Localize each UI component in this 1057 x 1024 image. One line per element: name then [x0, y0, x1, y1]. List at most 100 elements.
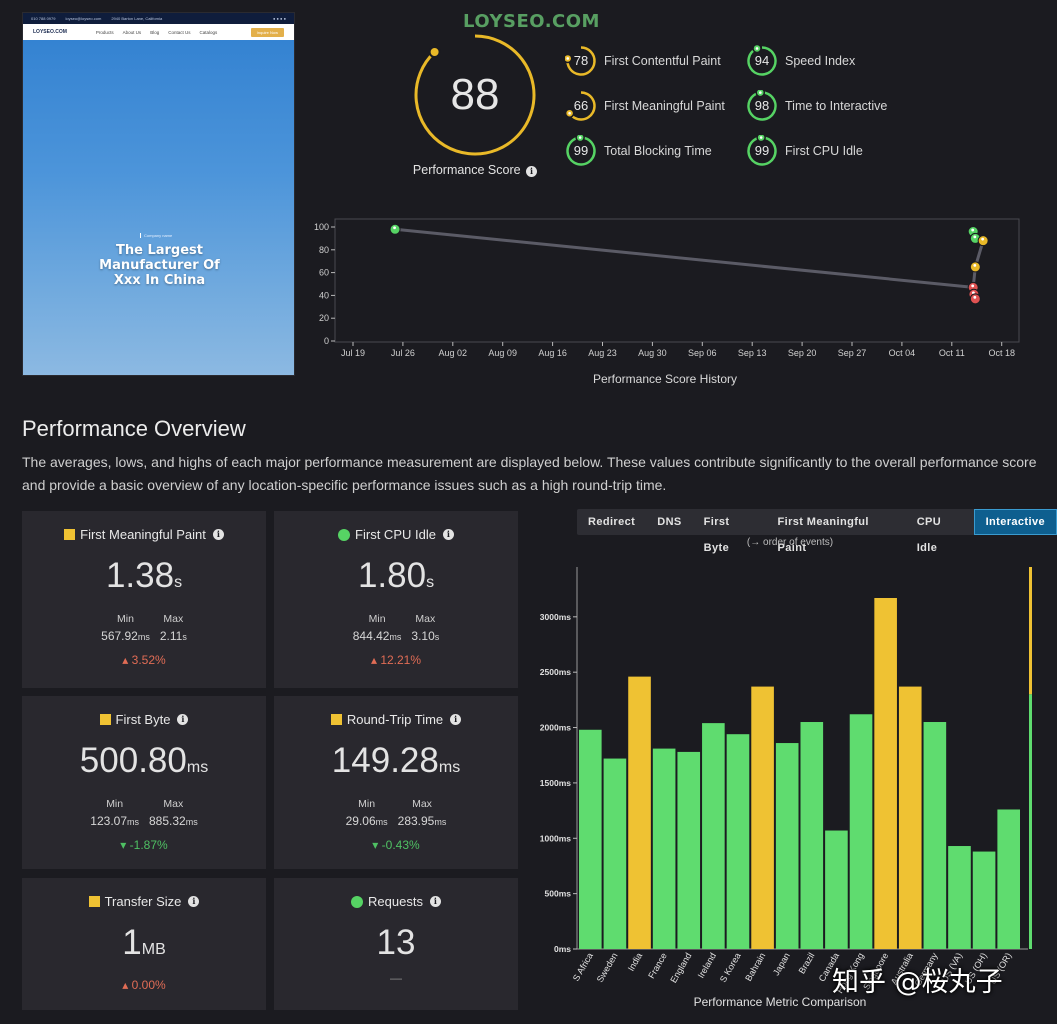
info-icon[interactable]: i: [188, 896, 200, 907]
min-number: 29.06: [345, 814, 376, 828]
preview-cta-button: Inquire Now: [250, 27, 284, 37]
tab-first-meaningful-paint[interactable]: First Meaningful Paint: [777, 516, 869, 554]
info-icon[interactable]: i: [212, 529, 224, 540]
history-y-tick-label: 20: [319, 313, 329, 323]
metric-ring: 99: [565, 135, 597, 167]
metric-score: 99: [754, 143, 770, 158]
info-icon[interactable]: i: [450, 714, 462, 725]
history-point-highlight: [973, 295, 977, 299]
metric-score: 98: [754, 98, 770, 113]
card-transfer-size: Transfer Size i 1MB ▴ 0.00%: [22, 878, 266, 1010]
score-history-chart: 0 20 40 60 80 100 Jul 19 Jul 26 Aug 02 Aug 09 Aug …: [314, 218, 1020, 358]
ring-arc: [566, 46, 596, 76]
bar-category-label: Ireland: [696, 951, 718, 980]
tab-redirect[interactable]: Redirect: [588, 516, 636, 528]
max-unit: ms: [434, 817, 447, 827]
metric-ring: 94: [746, 45, 778, 77]
tab-first-byte[interactable]: First Byte: [703, 516, 730, 554]
bar-y-tick-label: 1500ms: [540, 778, 571, 788]
max-unit: s: [434, 632, 440, 642]
info-icon[interactable]: i: [177, 714, 189, 725]
bar-y-tick-label: 3000ms: [540, 612, 571, 622]
card-title-text: Requests: [368, 894, 423, 909]
min-number: 123.07: [90, 814, 127, 828]
card-first-byte: First Byte i 500.80ms Min 123.07ms Max 885.…: [22, 696, 266, 869]
history-x-tick-label: Aug 30: [638, 348, 667, 358]
yellow-square-icon: [64, 529, 76, 540]
min-value: 29.06ms: [346, 814, 388, 828]
bar-chart-title: Performance Metric Comparison: [694, 995, 867, 1009]
watermark-logo: LOYSEO.COM: [463, 11, 600, 32]
card-title: First CPU Idle i: [274, 527, 518, 542]
progress-ring-icon: [747, 135, 777, 166]
history-x-tick-label: Oct 04: [889, 348, 916, 358]
history-chart-title: Performance Score History: [592, 372, 738, 386]
max-value: 885.32ms: [149, 814, 198, 828]
side-indicator-green: [1029, 694, 1032, 949]
triangle-up-icon: ▴: [122, 653, 129, 667]
bar: [775, 743, 799, 949]
overview-description: The averages, lows, and highs of each ma…: [22, 454, 1037, 493]
bar: [997, 809, 1020, 949]
history-x-tick-label: Jul 19: [341, 348, 365, 358]
metric-label: Speed Index: [785, 54, 856, 68]
score-arc: [414, 34, 536, 156]
metric-ring: 98: [746, 90, 778, 122]
preview-hero-line: Manufacturer Of: [99, 258, 220, 273]
bar-y-tick-label: 500ms: [545, 889, 572, 899]
history-y-tick-label: 40: [319, 290, 329, 300]
ring-arc: [568, 91, 596, 121]
tab-interactive[interactable]: Interactive: [973, 509, 1057, 535]
card-title: Requests i: [274, 894, 518, 909]
card-change-value: 3.52%: [131, 653, 166, 667]
min-number: 567.92: [101, 629, 138, 643]
card-value: 1.38s: [22, 558, 266, 601]
ring-knob-dot: [759, 91, 762, 94]
preview-email: loyseo@loyseo.com: [65, 16, 102, 21]
history-y-tick-label: 100: [314, 222, 329, 232]
min-unit: ms: [137, 632, 150, 642]
bar: [825, 830, 848, 949]
card-value-unit: ms: [186, 759, 209, 776]
history-point-highlight: [971, 284, 975, 288]
info-icon[interactable]: i: [442, 529, 454, 540]
card-min-max: Min 123.07ms Max 885.32ms: [22, 798, 266, 828]
min-value: 567.92ms: [101, 629, 150, 643]
max-label: Max: [163, 613, 184, 625]
progress-ring-icon: [747, 45, 777, 76]
ring-arc: [747, 46, 777, 76]
bar-category-label: India: [626, 951, 644, 973]
metric-fcp: 78 First Contentful Paint: [565, 45, 721, 77]
max-number: 885.32: [149, 814, 186, 828]
info-icon[interactable]: i: [429, 896, 441, 907]
card-change: ▴ 3.52%: [22, 653, 266, 667]
info-icon[interactable]: i: [526, 166, 538, 177]
metric-score: 94: [754, 53, 770, 68]
bar: [948, 846, 971, 949]
preview-nav-item: About Us: [122, 29, 142, 35]
history-x-tick-label: Sep 27: [838, 348, 867, 358]
card-requests: Requests i 13 —: [274, 878, 518, 1010]
tab-cpu-idle[interactable]: CPU Idle: [916, 516, 942, 554]
history-point-highlight: [973, 264, 977, 267]
ring-knob-dot: [568, 111, 571, 115]
bar-category-label: Brazil: [797, 951, 817, 975]
triangle-up-icon: ▴: [122, 978, 129, 992]
card-change-value: -0.43%: [381, 838, 420, 852]
preview-nav-item: Blog: [150, 29, 160, 35]
card-min-max: Min 844.42ms Max 3.10s: [274, 613, 518, 643]
card-value-number: 1: [122, 923, 142, 962]
card-value-number: 1.38: [105, 556, 175, 595]
history-point: [969, 293, 981, 305]
max-unit: ms: [185, 817, 198, 827]
bar: [726, 734, 750, 949]
card-value-unit: s: [174, 574, 183, 591]
card-value-number: 13: [376, 923, 416, 962]
metric-fci: 99 First CPU Idle: [746, 135, 863, 167]
min-label: Min: [106, 798, 124, 810]
card-value-unit: ms: [438, 759, 461, 776]
tab-dns[interactable]: DNS: [657, 516, 682, 528]
bar-category-label: Sweden: [595, 951, 620, 984]
card-value: 1.80s: [274, 558, 518, 601]
history-x-tick-label: Aug 02: [439, 348, 468, 358]
